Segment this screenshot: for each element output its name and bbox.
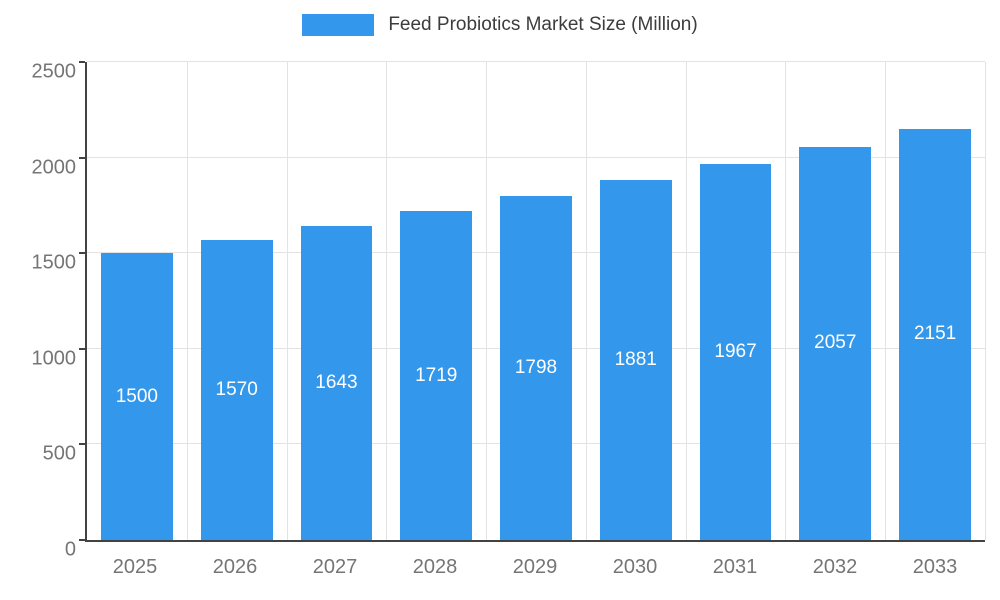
bar-2025: 1500	[100, 253, 173, 540]
y-axis-tick-mark	[79, 443, 85, 446]
bar-2026: 1570	[200, 239, 273, 540]
bar-value-label: 1500	[115, 385, 159, 407]
y-tick-label: 1500	[31, 251, 77, 274]
x-tick-label: 2025	[112, 556, 158, 578]
bar-value-label: 1719	[415, 364, 458, 386]
gridline-vertical	[386, 62, 388, 540]
gridline-vertical	[685, 62, 687, 540]
bar-2027: 1643	[300, 225, 373, 540]
bar-value-label: 1881	[614, 349, 657, 371]
y-tick-label: 0	[64, 538, 76, 561]
y-tick-label: 500	[42, 442, 76, 465]
bar-value-label: 2151	[913, 323, 957, 345]
bar-value-label: 2057	[814, 332, 857, 354]
y-axis-tick-mark	[79, 156, 85, 159]
gridline-vertical	[286, 62, 288, 540]
y-axis-tick-mark	[79, 539, 85, 541]
x-tick-label: 2026	[212, 556, 258, 578]
bar-value-label: 1570	[215, 378, 258, 400]
x-tick-label: 2032	[812, 556, 858, 578]
y-axis-labels: 0 500 1000 1500 2000 2500	[0, 60, 77, 561]
bar-value-label: 1798	[514, 357, 558, 379]
y-tick-label: 2000	[31, 156, 77, 179]
x-tick-label: 2029	[512, 556, 558, 578]
gridline-vertical	[885, 62, 887, 540]
x-tick-label: 2027	[312, 556, 358, 578]
bar-2031: 1967	[699, 163, 772, 540]
gridline-vertical	[985, 62, 986, 540]
plot-area: 1500 1570 1643 1719 1798 1881 1967 2057 2151	[79, 61, 986, 542]
legend[interactable]: Feed Probiotics Market Size (Million)	[0, 14, 1000, 36]
gridline-vertical	[785, 62, 787, 540]
x-tick-label: 2033	[912, 556, 958, 578]
x-axis-labels: 2025 2026 2027 2028 2029 2030 2031 2032 2033	[85, 552, 985, 586]
legend-swatch	[302, 14, 375, 36]
y-tick-label: 2500	[31, 60, 77, 83]
bar-2028: 1719	[400, 211, 473, 540]
gridline-vertical	[486, 62, 488, 540]
bar-2032: 2057	[799, 146, 872, 540]
gridline-vertical	[186, 62, 188, 540]
bar-2033: 2151	[899, 128, 972, 540]
bar-2029: 1798	[500, 196, 572, 540]
x-tick-label: 2030	[612, 556, 658, 578]
y-axis-tick-mark	[79, 61, 85, 63]
x-tick-label: 2028	[412, 556, 458, 578]
legend-label: Feed Probiotics Market Size (Million)	[388, 14, 698, 35]
y-axis-tick-mark	[79, 252, 85, 255]
gridline-horizontal	[87, 156, 985, 158]
bar-2030: 1881	[599, 180, 672, 540]
gridline-vertical	[585, 62, 587, 540]
x-tick-label: 2031	[712, 556, 758, 578]
bar-value-label: 1643	[315, 371, 358, 393]
gridline-horizontal	[87, 61, 985, 62]
y-tick-label: 1000	[31, 347, 77, 370]
bar-value-label: 1967	[714, 340, 757, 362]
y-axis-tick-mark	[79, 347, 85, 350]
